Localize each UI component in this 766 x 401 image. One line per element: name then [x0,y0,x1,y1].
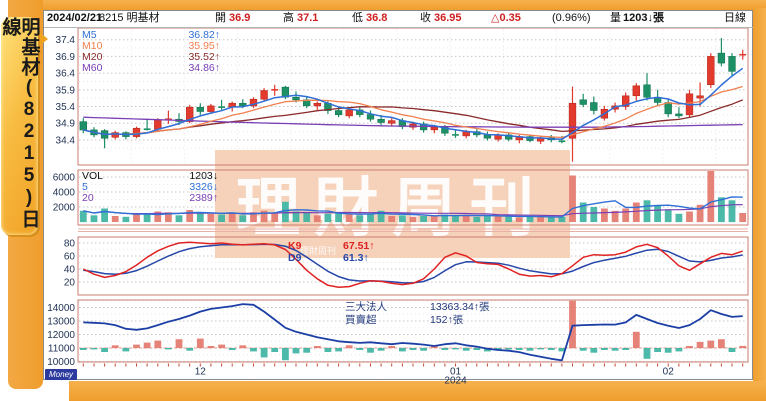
watermark-subtext: 理財周刊 [300,245,336,256]
ma60-value: 34.86↑ [188,62,220,74]
open-label: 開 [215,12,226,24]
high-label: 高 [283,12,294,24]
svg-text:2000: 2000 [53,203,76,214]
volume-value: 1203↓張 [623,12,664,24]
close-label: 收 [420,12,431,24]
svg-text:11000: 11000 [48,344,76,355]
frame-top [8,0,766,10]
svg-text:01: 01 [450,367,462,378]
vol-ma5-value: 3326↓ [189,181,218,193]
ma20-label: M20 [82,51,103,63]
svg-text:36.9: 36.9 [56,52,76,63]
ma5-label: M5 [82,29,97,41]
svg-text:12000: 12000 [47,330,75,341]
ma5-value: 36.82↑ [188,29,220,41]
svg-text:34.9: 34.9 [56,119,76,130]
svg-text:12: 12 [195,367,207,378]
open-value: 36.9 [229,12,251,24]
vol-ma20-label: 20 [82,192,94,204]
stock-tab-title: 明基材(8215)日線 [0,17,40,229]
svg-text:2024: 2024 [444,376,467,387]
svg-text:10000: 10000 [47,357,75,368]
change-percent: (0.96%) [552,12,591,24]
k9-value: 67.51↑ [343,240,375,252]
stock-code-name: 8215 明基材 [99,12,160,24]
vol-value: 1203↓ [189,170,218,182]
period-selector[interactable]: 日線 [724,12,746,24]
svg-text:4000: 4000 [53,188,76,199]
header-divider [44,27,753,28]
svg-text:14000: 14000 [47,303,75,314]
d9-label: D9 [288,252,302,264]
svg-text:40: 40 [64,265,76,276]
close-value: 36.95 [434,12,462,24]
svg-text:80: 80 [64,239,76,250]
net-buy-value: 152↑張 [430,314,464,326]
institutional-label: 三大法人 [345,301,387,313]
ma60-label: M60 [82,62,103,74]
low-value: 36.8 [366,12,388,24]
k9-label: K9 [288,240,302,252]
quote-date: 2024/02/21 [47,12,103,24]
d9-value: 61.3↑ [343,252,369,264]
svg-text:37.4: 37.4 [56,35,76,46]
svg-text:34.4: 34.4 [56,135,76,146]
vol-ma5-label: 5 [82,181,88,193]
low-label: 低 [352,12,363,24]
net-buy-label: 買賣超 [345,314,377,326]
vol-ma20-value: 2389↑ [189,192,218,204]
ma10-label: M10 [82,40,103,52]
change-value: △0.35 [491,12,521,24]
svg-text:13000: 13000 [47,317,75,328]
svg-text:35.9: 35.9 [56,85,76,96]
ma20-value: 35.52↑ [188,51,220,63]
volume-label: 量 [610,12,621,24]
svg-text:20: 20 [64,278,76,289]
high-value: 37.1 [297,12,319,24]
svg-text:36.4: 36.4 [56,69,76,80]
svg-text:60: 60 [64,252,76,263]
svg-text:6000: 6000 [53,173,76,184]
stock-tab[interactable]: 明基材(8215)日線 [0,17,40,235]
svg-text:35.4: 35.4 [56,102,76,113]
money-logo: Money [45,369,78,380]
institutional-value: 13363.34↑張 [430,301,490,313]
svg-text:02: 02 [663,367,675,378]
frame-bottom [69,381,766,401]
ma10-value: 35.95↑ [188,40,220,52]
frame-right [753,8,766,390]
vol-label: VOL [82,170,104,182]
